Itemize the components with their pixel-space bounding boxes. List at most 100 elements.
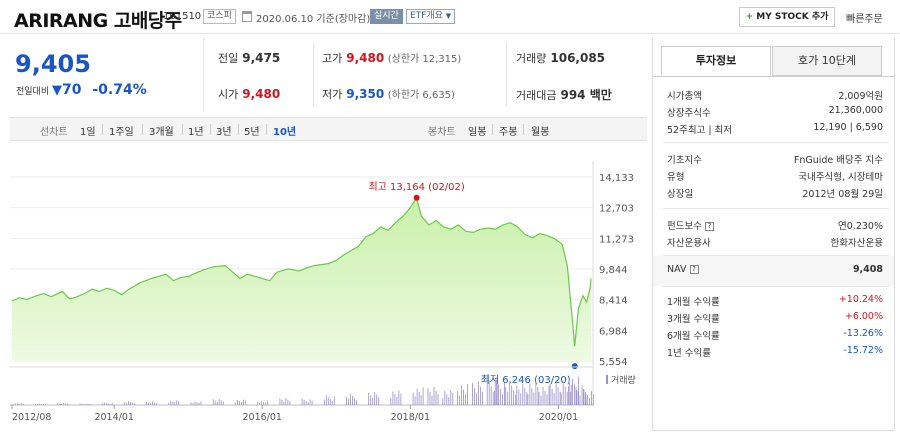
volume-bar — [263, 401, 265, 405]
volume-bar — [259, 403, 261, 405]
volume-bar — [522, 384, 524, 405]
volume-bar — [520, 393, 522, 405]
volume-bar — [444, 391, 446, 405]
info-label: 기초지수 — [667, 155, 702, 166]
volume-bar — [81, 403, 83, 405]
volume-bar — [67, 403, 69, 405]
live-badge[interactable]: 실시간 — [370, 9, 403, 24]
info-value: 12,190 | 6,590 — [813, 122, 883, 133]
investment-info-panel: 투자정보 호가 10단계 시가총액 2,009억원 상장주식수 21,360,000… — [652, 38, 895, 431]
volume-bar — [551, 388, 553, 405]
info-row-return-1m: 1개월 수익률 +10.24% — [667, 294, 883, 308]
volume-bar — [488, 380, 490, 405]
volume-bar — [502, 394, 503, 405]
plus-icon: + — [745, 12, 754, 22]
high-label: 고가 — [322, 52, 343, 65]
volume-value: 106,085 — [550, 51, 606, 65]
candle-chart-title: 봉차트 — [428, 127, 456, 138]
volume-bar — [57, 403, 59, 405]
volume-bar — [107, 403, 109, 405]
volume-bar — [378, 397, 380, 405]
x-tick-label: 2014/01 — [94, 412, 133, 423]
volume-bar — [478, 381, 479, 405]
add-mystock-button[interactable]: + MY STOCK 추가 — [739, 7, 835, 27]
period-1w[interactable]: 1주일 — [109, 127, 134, 138]
volume-bar — [301, 398, 303, 405]
volume-bar — [368, 393, 370, 405]
candle-weekly[interactable]: 주봉 — [499, 127, 518, 138]
volume-bar — [12, 404, 14, 405]
volume-bar — [331, 400, 333, 405]
volume-bar — [261, 400, 263, 405]
period-10y[interactable]: 10년 — [273, 127, 297, 138]
top-bar: ARIRANG 고배당주 161510 코스피 2020.06.10 기준(장마… — [0, 0, 900, 34]
volume-bar — [89, 403, 91, 405]
price-chart[interactable]: 14,133 12,703 11,273 9,844 8,414 6,984 5,554 최고… — [10, 141, 647, 431]
info-label: 3개월 수익률 — [667, 314, 720, 325]
info-label: 시가총액 — [667, 91, 702, 102]
volume-bar — [35, 404, 36, 405]
y-tick-label: 14,133 — [599, 173, 634, 184]
volume-bar — [156, 403, 157, 405]
volume-bar — [218, 399, 220, 405]
etf-overview-button[interactable]: ETF개요 ▼ — [406, 9, 456, 24]
volume-bar — [540, 395, 542, 405]
volume-bar — [265, 402, 267, 405]
info-label: 1개월 수익률 — [667, 297, 720, 308]
volume-bar — [85, 404, 87, 405]
volume-bar — [216, 401, 218, 405]
volume-bar — [178, 401, 180, 405]
volume-bar — [87, 403, 89, 405]
volume-label: 거래량 — [516, 52, 547, 65]
volume-bar — [448, 397, 450, 405]
info-label: 52주최고 | 최저 — [667, 125, 733, 136]
volume-bar — [194, 401, 196, 405]
volume-bar — [192, 403, 194, 405]
period-1d[interactable]: 1일 — [80, 127, 96, 138]
price-box: 9,405 전일대비 ▼70 -0.74% — [10, 38, 202, 112]
volume-bar — [574, 384, 575, 405]
period-3m[interactable]: 3개월 — [149, 127, 174, 138]
volume-bar — [200, 401, 202, 405]
volume-bar — [333, 396, 335, 405]
volume-bar — [435, 390, 437, 405]
volume-bar — [59, 403, 61, 405]
volume-bar — [533, 392, 535, 405]
volume-bar — [427, 388, 429, 405]
info-label: 자산운용사 — [667, 238, 711, 249]
period-5y[interactable]: 5년 — [244, 127, 260, 138]
period-3y[interactable]: 3년 — [216, 127, 232, 138]
tab-investment-info[interactable]: 투자정보 — [661, 46, 771, 76]
volume-bar — [420, 395, 422, 405]
low-price: 저가 9,350 (하한가 6,635) — [322, 86, 455, 102]
volume-bar — [257, 402, 259, 405]
volume-bar — [150, 403, 151, 405]
volume-bar — [509, 381, 511, 405]
volume-bar — [130, 401, 131, 405]
y-tick-label: 6,984 — [599, 326, 628, 337]
volume-bar — [105, 402, 107, 405]
info-label: NAV — [667, 264, 687, 275]
help-icon[interactable]: ? — [689, 265, 699, 274]
volume-bar — [354, 398, 355, 405]
upper-limit: (상한가 12,315) — [387, 54, 462, 65]
tab-orderbook-10[interactable]: 호가 10단계 — [772, 46, 882, 76]
volume-bar — [198, 402, 200, 405]
volume: 거래량 106,085 — [516, 50, 605, 66]
volume-bar — [581, 385, 583, 405]
volume-bar — [412, 393, 414, 405]
volume-bar — [392, 391, 394, 405]
volume-bar — [526, 392, 528, 405]
candle-monthly[interactable]: 월봉 — [531, 127, 550, 138]
candle-daily[interactable]: 일봉 — [468, 127, 487, 138]
volume-bar — [459, 395, 460, 405]
volume-bar — [467, 384, 468, 405]
quick-order-link[interactable]: 빠른주문 — [846, 14, 883, 25]
volume-bar — [348, 398, 349, 405]
help-icon[interactable]: ? — [704, 222, 714, 231]
min-label: 최저 6,246 (03/20) — [481, 374, 571, 386]
high-value: 9,480 — [346, 51, 385, 65]
volume-bar — [579, 395, 581, 405]
stock-code: 161510 — [163, 11, 202, 22]
period-1y[interactable]: 1년 — [188, 127, 204, 138]
